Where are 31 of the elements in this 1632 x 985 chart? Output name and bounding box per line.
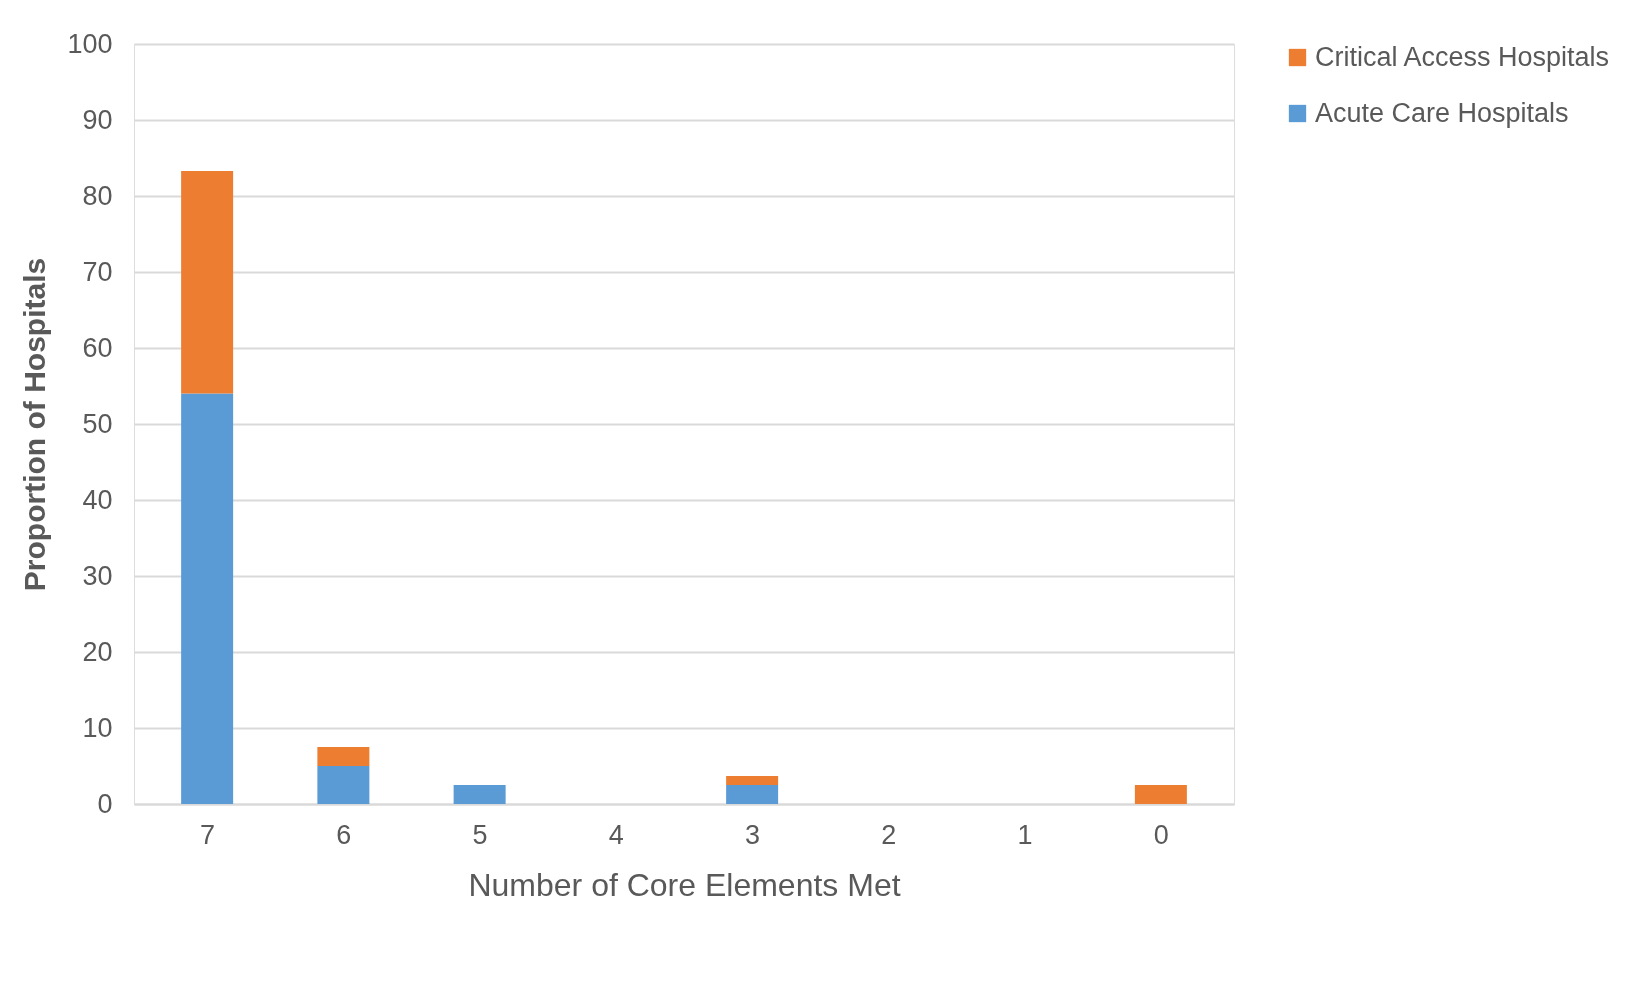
x-tick-label: 7 xyxy=(200,819,216,850)
x-tick-label: 1 xyxy=(1017,819,1033,850)
bar xyxy=(181,170,234,394)
bar xyxy=(317,766,370,804)
y-tick-label: 20 xyxy=(82,636,113,667)
x-axis-title: Number of Core Elements Met xyxy=(468,866,901,903)
legend-label: Critical Access Hospitals xyxy=(1315,41,1610,72)
bar xyxy=(726,785,779,804)
legend-label: Acute Care Hospitals xyxy=(1315,97,1569,128)
bar xyxy=(726,775,779,785)
bar xyxy=(317,747,370,766)
x-tick-label: 2 xyxy=(881,819,897,850)
x-tick-label: 4 xyxy=(608,819,624,850)
y-tick-label: 80 xyxy=(82,180,113,211)
x-tick-label: 3 xyxy=(745,819,761,850)
y-tick-label: 40 xyxy=(82,484,113,515)
y-tick-label: 30 xyxy=(82,560,113,591)
y-tick-label: 70 xyxy=(82,256,113,287)
x-tick-label: 6 xyxy=(336,819,352,850)
y-axis-title: Proportion of Hospitals xyxy=(18,257,52,592)
y-tick-label: 50 xyxy=(82,408,113,439)
y-tick-label: 10 xyxy=(82,712,113,743)
bar xyxy=(181,393,234,804)
bar xyxy=(453,785,506,804)
y-tick-label: 0 xyxy=(97,788,113,819)
bar xyxy=(1134,785,1187,804)
x-tick-label: 0 xyxy=(1153,819,1169,850)
x-tick-label: 5 xyxy=(472,819,488,850)
y-tick-label: 90 xyxy=(82,104,113,135)
y-tick-label: 60 xyxy=(82,332,113,363)
y-tick-label: 100 xyxy=(67,28,113,59)
